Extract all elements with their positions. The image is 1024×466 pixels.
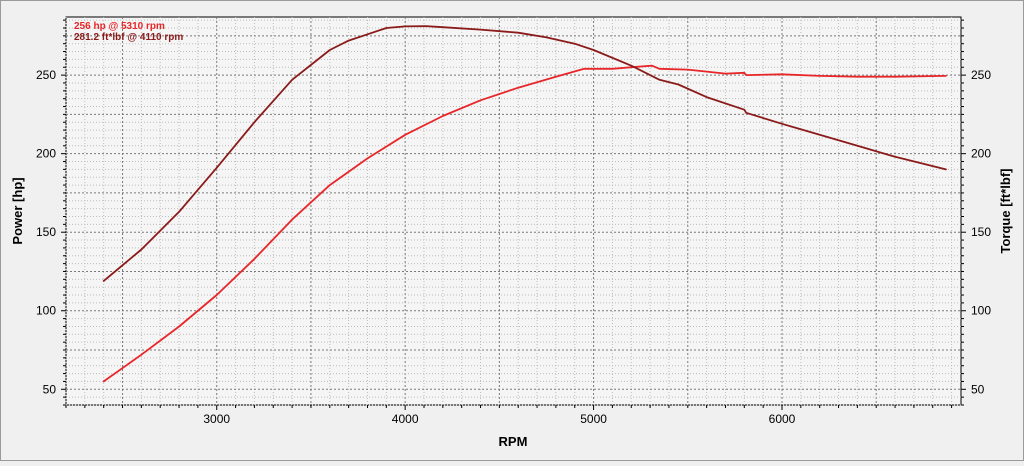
- y-left-tick-label: 150: [36, 225, 56, 239]
- y-right-tick-label: 150: [971, 225, 991, 239]
- y-left-tick-label: 50: [43, 382, 57, 396]
- x-tick-label: 6000: [769, 412, 796, 426]
- x-tick-label: 4000: [392, 412, 419, 426]
- y-axis-left-label: Power [hp]: [10, 177, 25, 244]
- y-left-tick-label: 250: [36, 68, 56, 82]
- x-tick-label: 5000: [580, 412, 607, 426]
- y-right-tick-label: 100: [971, 304, 991, 318]
- y-left-tick-label: 100: [36, 304, 56, 318]
- axes: 3000 4000 5000 6000 50 100 150 200 250 50 100 150 20…: [36, 19, 991, 426]
- y-right-tick-label: 200: [971, 147, 991, 161]
- power-series-line: [102, 64, 947, 383]
- y-right-tick-label: 250: [971, 68, 991, 82]
- plot-area: [65, 16, 962, 406]
- peak-annotation-power: 256 hp @ 5310 rpm: [74, 21, 165, 32]
- y-axis-right-label: Torque [ft*lbf]: [998, 169, 1013, 254]
- torque-series-line: [102, 25, 947, 282]
- series: [102, 25, 947, 383]
- y-left-tick-label: 200: [36, 147, 56, 161]
- y-right-tick-label: 50: [971, 382, 985, 396]
- peak-annotation-torque: 281.2 ft*lbf @ 4110 rpm: [74, 32, 183, 43]
- x-axis-label: RPM: [499, 434, 528, 449]
- grid: [65, 17, 961, 406]
- x-tick-label: 3000: [203, 412, 230, 426]
